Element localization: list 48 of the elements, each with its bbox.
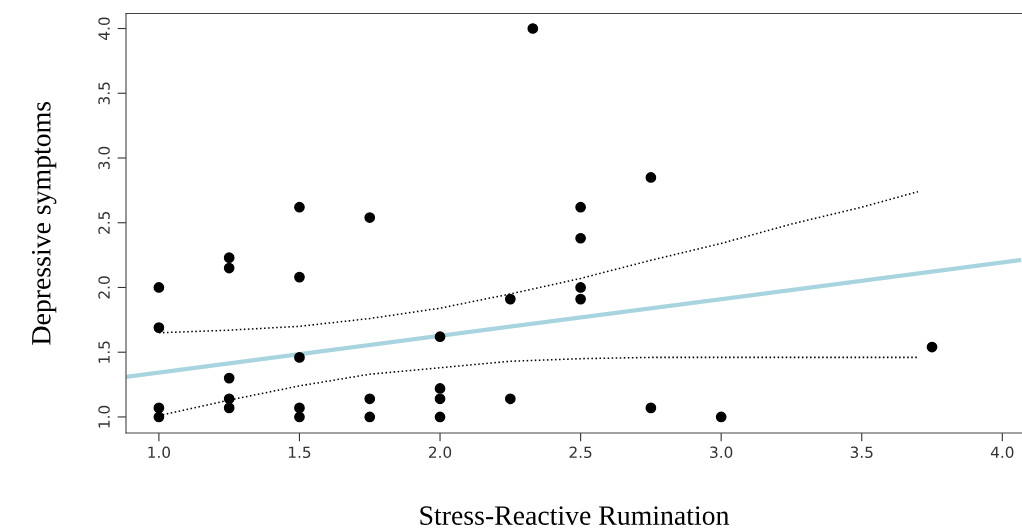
x-tick-label: 3.5: [850, 446, 873, 459]
y-tick-label: 1.5: [98, 341, 110, 363]
point: [715, 411, 727, 423]
point: [645, 402, 657, 414]
point: [364, 212, 376, 223]
y-tick-label: 2.0: [98, 276, 110, 299]
x-tick-label: 4.0: [990, 446, 1014, 459]
point: [434, 383, 446, 394]
y-axis-title: Depressive symptoms: [31, 101, 57, 345]
point: [575, 201, 586, 213]
point: [153, 322, 165, 333]
y-tick-label: 4.0: [98, 17, 110, 40]
point: [153, 402, 165, 414]
point: [223, 262, 235, 274]
point: [575, 282, 586, 293]
x-tick-label: 3.0: [710, 446, 733, 459]
point: [223, 402, 235, 414]
y-tick-label: 1.0: [98, 405, 110, 428]
point: [504, 393, 516, 405]
point: [434, 331, 446, 343]
point: [575, 232, 586, 244]
point: [294, 271, 305, 283]
y-tick-label: 3.0: [98, 146, 110, 169]
point: [364, 393, 376, 405]
y-tick-label: 2.5: [98, 211, 110, 234]
point: [294, 402, 305, 414]
point: [294, 411, 305, 423]
x-tick-label: 2.0: [429, 446, 452, 459]
point: [153, 282, 165, 293]
point: [223, 252, 235, 264]
point: [434, 393, 446, 405]
point: [223, 372, 235, 384]
point: [527, 23, 539, 34]
point: [294, 352, 305, 363]
point: [223, 393, 235, 405]
point: [364, 411, 376, 423]
y-tick-label: 3.5: [98, 82, 110, 105]
point: [645, 172, 657, 183]
point: [926, 341, 938, 353]
point: [434, 411, 446, 423]
point: [153, 411, 165, 423]
point: [294, 201, 305, 213]
point: [504, 293, 516, 305]
point: [575, 293, 586, 305]
x-tick-label: 2.5: [569, 446, 592, 459]
x-axis-title: Stress-Reactive Rumination: [420, 506, 730, 525]
x-tick-label: 1.0: [148, 446, 171, 459]
x-tick-label: 1.5: [288, 446, 311, 459]
